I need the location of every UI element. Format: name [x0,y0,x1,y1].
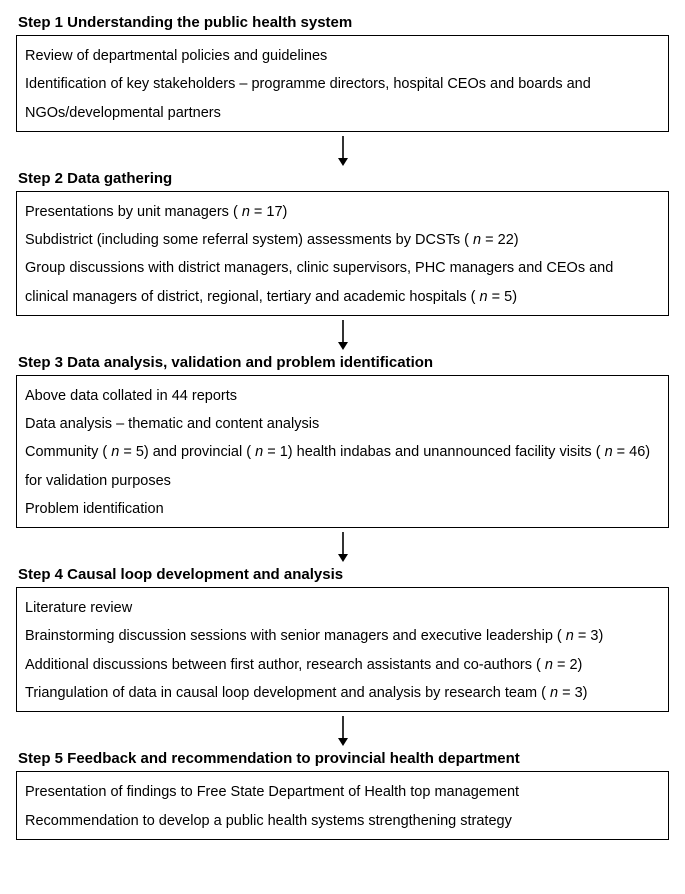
down-arrow-icon [16,714,669,750]
step-box: Presentations by unit managers ( n = 17)… [16,191,669,316]
step-line: Data analysis – thematic and content ana… [25,410,660,438]
step-line: Presentation of findings to Free State D… [25,778,660,806]
step-title: Step 3 Data analysis, validation and pro… [16,354,669,371]
step-line: Presentations by unit managers ( n = 17) [25,198,660,226]
step-title: Step 4 Causal loop development and analy… [16,566,669,583]
step-line: Literature review [25,594,660,622]
step-line: Identification of key stakeholders – pro… [25,70,660,127]
step-line: Community ( n = 5) and provincial ( n = … [25,438,660,495]
step-1: Step 1 Understanding the public health s… [16,14,669,132]
step-box: Presentation of findings to Free State D… [16,771,669,840]
step-box: Literature reviewBrainstorming discussio… [16,587,669,712]
step-line: Subdistrict (including some referral sys… [25,226,660,254]
down-arrow-icon [16,134,669,170]
step-2: Step 2 Data gathering Presentations by un… [16,170,669,316]
step-line: Brainstorming discussion sessions with s… [25,622,660,650]
step-line: Group discussions with district managers… [25,254,660,311]
step-3: Step 3 Data analysis, validation and pro… [16,354,669,528]
step-4: Step 4 Causal loop development and analy… [16,566,669,712]
down-arrow-icon [16,318,669,354]
step-box: Review of departmental policies and guid… [16,35,669,132]
step-line: Problem identification [25,495,660,523]
step-box: Above data collated in 44 reportsData an… [16,375,669,528]
step-line: Above data collated in 44 reports [25,382,660,410]
step-line: Recommendation to develop a public healt… [25,807,660,835]
down-arrow-icon [16,530,669,566]
step-title: Step 1 Understanding the public health s… [16,14,669,31]
step-5: Step 5 Feedback and recommendation to pr… [16,750,669,840]
step-line: Triangulation of data in causal loop dev… [25,679,660,707]
step-title: Step 5 Feedback and recommendation to pr… [16,750,669,767]
step-title: Step 2 Data gathering [16,170,669,187]
step-line: Review of departmental policies and guid… [25,42,660,70]
step-line: Additional discussions between first aut… [25,651,660,679]
flow-diagram: Step 1 Understanding the public health s… [16,14,669,840]
